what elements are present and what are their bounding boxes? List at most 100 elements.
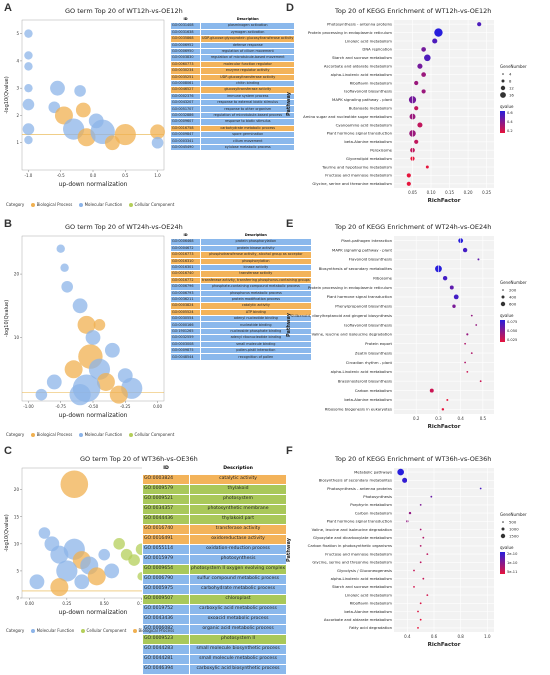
data-point xyxy=(419,545,422,547)
go-desc-cell: organic acid metabolic process xyxy=(188,624,288,635)
kegg-dotplot-f: Metabolic pathways Biosynthesis of second… xyxy=(286,468,527,648)
legend-dot-icon xyxy=(30,629,35,633)
qvalue-legend-value: 1e-10 xyxy=(507,561,518,565)
go-legend-b: Category Biological Process Molecular Fu… xyxy=(6,432,174,437)
go-desc-cell: carbohydrate metabolic process xyxy=(188,584,288,595)
x-tick-label: 0.00 xyxy=(153,404,162,409)
go-id-cell: GO:0000166 xyxy=(170,321,201,329)
x-axis-label: RichFactor xyxy=(428,424,461,430)
table-row: GO:0060773 molecular function regulator xyxy=(170,60,296,69)
go-id-cell: GO:0016740 xyxy=(142,524,190,535)
data-point xyxy=(397,468,404,476)
x-axis-label: RichFactor xyxy=(428,198,461,204)
data-point xyxy=(24,62,33,71)
go-desc-cell: transferase activity, transferring phosp… xyxy=(200,276,312,285)
genenumber-legend-value: 600 xyxy=(509,301,517,306)
table-row: GO:0036211 protein modification process xyxy=(170,295,312,304)
x-tick-label: 0.15 xyxy=(445,190,454,195)
data-point xyxy=(477,258,480,261)
table-row: GO:0016740 transferase activity xyxy=(170,270,312,278)
legend-category-label: Category xyxy=(6,628,25,633)
x-tick-label: 0.4 xyxy=(404,634,411,639)
y-tick-label: 20 xyxy=(14,272,20,277)
data-point xyxy=(417,610,419,613)
table-row: GO:0000166 nucleotide binding xyxy=(170,321,312,329)
go-id-cell: GO:0032559 xyxy=(170,334,201,342)
go-id-cell: GO:0005524 xyxy=(170,308,201,317)
x-tick-label: -0.5 xyxy=(57,173,65,178)
data-point xyxy=(406,173,411,178)
go-desc-cell: transferase activity xyxy=(188,524,288,535)
data-point xyxy=(402,477,408,483)
pathway-label: Zeatin biosynthesis xyxy=(355,350,392,355)
legend-dot-icon xyxy=(30,203,35,207)
x-tick-label: 0.25 xyxy=(482,190,491,195)
table-row: GO:0006796 phosphate-containing compound … xyxy=(170,283,312,291)
table-header-cell: Description xyxy=(199,15,296,24)
genenumber-legend-title: GeneNumber xyxy=(500,280,527,285)
pathway-label: MAPK signaling pathway - plant xyxy=(332,247,392,252)
pathway-label: Taurine and hypotaurine metabolism xyxy=(321,164,392,169)
genenumber-legend-dot xyxy=(500,533,506,539)
go-desc-cell: thylakoid xyxy=(188,484,288,495)
pathway-label: Plant hormone signal transduction xyxy=(327,294,393,299)
x-tick-label: 1.0 xyxy=(154,173,161,178)
pathway-label: Biosynthesis of secondary metabolites xyxy=(319,478,392,483)
pathway-label: Amino sugar and nucleotide sugar metabol… xyxy=(303,114,392,119)
x-tick-label: 0.3 xyxy=(435,416,442,421)
pathway-label: beta-Alanine metabolism xyxy=(344,139,392,144)
pathway-label: Ribosome biogenesis in eukaryotes xyxy=(325,407,392,412)
x-tick-label: -1.00 xyxy=(23,404,34,409)
table-row: GO:0009607 response to biotic stimulus xyxy=(170,118,296,126)
legend-item: Cellular Component xyxy=(134,432,175,437)
pathway-label: alpha-Linolenic acid metabolism xyxy=(331,369,393,374)
go-desc-cell: photosystem II xyxy=(188,634,288,645)
plot-area xyxy=(394,20,494,188)
y-axis-label: -log10(Qvalue) xyxy=(4,76,10,113)
table-row: GO:0035251 UDP-glucosyltransferase activi… xyxy=(170,73,296,81)
table-row: GO:0006793 phosphorus metabolic process xyxy=(170,289,312,297)
legend-dot-icon xyxy=(30,433,35,437)
table-row: GO:0032559 adenyl ribonucleotide binding xyxy=(170,334,312,342)
legend-item: Biological Process xyxy=(138,628,175,633)
data-point xyxy=(29,574,45,590)
x-tick-label: 0.00 xyxy=(25,601,34,606)
pathway-label: Carbon fixation in photosynthetic organi… xyxy=(308,543,392,548)
data-point xyxy=(61,280,73,293)
go-desc-cell: photosynthetic membrane xyxy=(188,504,288,515)
go-id-cell: GO:1901265 xyxy=(170,327,201,336)
data-point xyxy=(441,408,445,411)
genenumber-legend-value: 1000 xyxy=(509,526,519,531)
panel-label-b: B xyxy=(4,218,12,230)
table-row: GO:0002376 immune system process xyxy=(170,92,296,101)
data-point xyxy=(96,372,115,391)
go-id-cell: GO:0055114 xyxy=(142,544,190,555)
genenumber-legend-value: 200 xyxy=(509,287,517,292)
go-desc-cell: protein modification process xyxy=(200,295,312,304)
go-desc-cell: nucleoside phosphate binding xyxy=(200,327,312,336)
data-point xyxy=(419,561,422,564)
table-row: GO:0009521 photosystem xyxy=(142,494,288,505)
pathway-label: Peroxisome xyxy=(370,148,392,153)
table-row: GO:0034357 photosynthetic membrane xyxy=(142,504,288,515)
data-point xyxy=(151,136,164,149)
qvalue-colorbar xyxy=(500,111,505,133)
y-tick-label: 4 xyxy=(16,58,19,63)
data-point xyxy=(60,470,89,499)
data-point xyxy=(50,80,65,96)
pathway-label: Valine, leucine and isoleucine degradati… xyxy=(312,332,393,337)
y-tick-label: 10 xyxy=(14,335,20,340)
go-desc-cell: regulation of microtubule-based process xyxy=(199,111,296,120)
table-row: GO:0032886 regulation of microtubule-base… xyxy=(170,111,296,120)
go-legend-c: Category Molecular Function Cellular Com… xyxy=(6,628,174,633)
data-point xyxy=(56,244,65,253)
pathway-label: Glycerolipid metabolism xyxy=(346,156,392,161)
pathway-label: Protein processing in endoplasmic reticu… xyxy=(308,30,392,35)
pathway-label: Ascorbate and aldarate metabolism xyxy=(324,64,392,69)
x-tick-label: 0.0 xyxy=(90,173,97,178)
table-row: GO:0051707 response to other organism xyxy=(170,105,296,113)
go-id-cell: GO:0046394 xyxy=(142,664,190,675)
go-desc-cell: enzyme regulator activity xyxy=(199,67,296,75)
table-row: GO:0009875 pollen-pistil interaction xyxy=(170,346,312,355)
pathway-label: Glycine, serine and threonine metabolism xyxy=(312,560,392,565)
